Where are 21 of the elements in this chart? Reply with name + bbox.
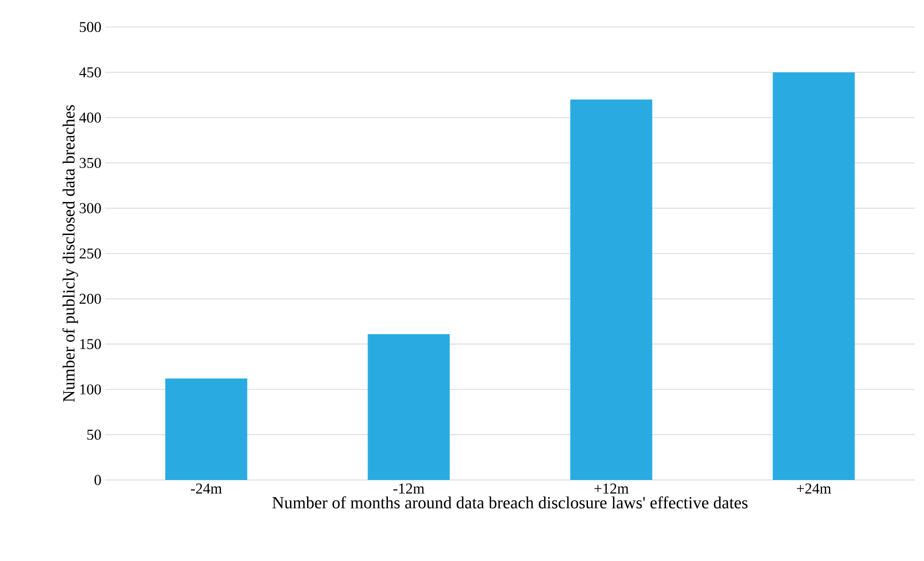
y-tick-label: 300 <box>80 203 101 214</box>
y-tick-label: 250 <box>80 248 101 259</box>
y-tick-label: 450 <box>79 67 101 78</box>
y-tick-label: 0 <box>94 474 101 486</box>
y-tick-label: 100 <box>80 384 101 394</box>
x-tick-label: +24m <box>796 484 832 494</box>
x-axis-title: Number of months around data breach disclosure laws' effective dates <box>272 496 748 508</box>
bar <box>165 378 248 480</box>
bar <box>570 99 652 480</box>
x-tick-label: -12m <box>393 484 424 494</box>
y-tick-label: 200 <box>80 294 101 304</box>
y-tick-label: 150 <box>80 339 101 350</box>
x-tick-label: +12m <box>594 484 629 494</box>
y-tick-label: 400 <box>79 112 101 123</box>
y-tick-label: 50 <box>87 430 101 440</box>
y-tick-label: 500 <box>80 22 101 32</box>
x-tick-label: -24m <box>190 484 222 494</box>
y-tick-label: 350 <box>80 158 101 168</box>
bar <box>772 72 855 480</box>
bar <box>368 334 450 480</box>
y-axis-title: Number of publicly disclosed data breaches <box>62 105 78 402</box>
